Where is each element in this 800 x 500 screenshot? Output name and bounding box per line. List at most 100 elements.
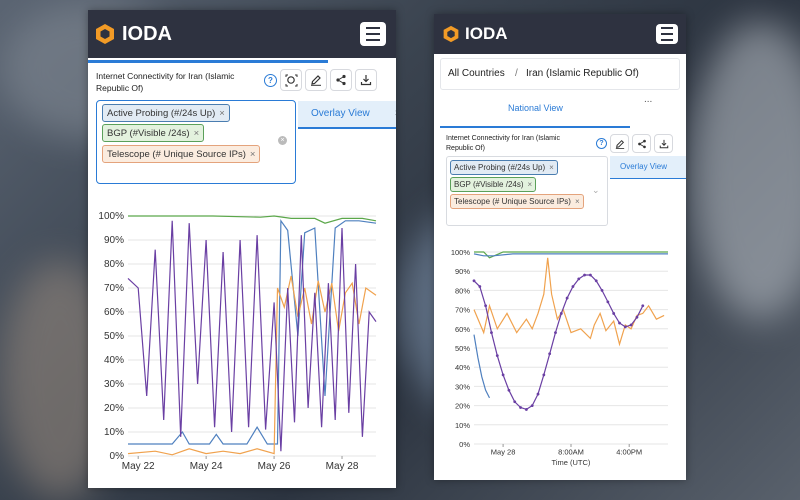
menu-icon <box>366 27 380 29</box>
series-line-darknet <box>127 220 377 452</box>
tag-label: Active Probing (#/24s Up) <box>107 107 216 119</box>
ioda-logo[interactable]: IODA <box>442 24 508 44</box>
connectivity-chart[interactable]: 100% 90% 80% 70% 60% 50% 40% 30% 20% 10% 0% May 28 8… <box>434 240 686 480</box>
tag-label: BGP (#Visible /24s) <box>107 127 190 139</box>
menu-button[interactable] <box>360 22 386 46</box>
connectivity-chart[interactable]: 100% 90% 80% 70% 60% 50% 40% 30% 20% 10% 0%May 22 M… <box>88 198 396 488</box>
y-tick-label: 0% <box>459 440 470 449</box>
data-point <box>519 406 522 409</box>
tab-national-view[interactable]: National View <box>440 96 630 128</box>
left-phone: IODA Internet Connectivity for Iran (Isl… <box>88 10 396 488</box>
data-point <box>629 323 633 327</box>
x-tick-label: May 28 <box>326 461 359 472</box>
tab-overlay-view[interactable]: Overlay View <box>610 156 686 179</box>
x-tick-label: May 22 <box>122 461 155 472</box>
help-icon[interactable]: ? <box>264 74 277 87</box>
data-point <box>623 325 627 329</box>
menu-button[interactable] <box>656 24 678 44</box>
progress-line <box>88 60 328 63</box>
data-point <box>583 273 586 277</box>
y-tick-label: 20% <box>104 403 124 414</box>
remove-tag-icon[interactable]: × <box>193 127 200 139</box>
remove-tag-icon[interactable]: × <box>249 148 256 160</box>
data-point <box>536 392 540 396</box>
breadcrumb-root[interactable]: All Countries <box>448 68 505 79</box>
series-selector[interactable]: Active Probing (#/24s Up) × BGP (#Visible… <box>96 100 296 184</box>
x-tick-label: May 24 <box>190 461 223 472</box>
remove-tag-icon[interactable]: × <box>549 163 554 172</box>
share-icon <box>336 74 346 86</box>
y-tick-label: 70% <box>104 283 124 294</box>
series-line-bgp <box>474 251 668 259</box>
tag-active-probing[interactable]: Active Probing (#/24s Up) × <box>102 104 230 122</box>
remove-tag-icon[interactable]: × <box>574 197 580 206</box>
remove-tag-icon[interactable]: × <box>219 107 225 119</box>
data-point <box>542 373 546 377</box>
data-point <box>594 279 598 283</box>
y-tick-label: 50% <box>455 344 470 353</box>
y-tick-label: 10% <box>455 421 470 430</box>
y-tick-label: 90% <box>455 267 470 276</box>
download-button[interactable] <box>355 69 377 91</box>
data-point <box>548 352 552 356</box>
x-tick-label: 8:00AM <box>558 448 584 457</box>
dropdown-chevron-icon[interactable]: ⌄ <box>592 185 600 195</box>
y-tick-label: 40% <box>455 363 470 372</box>
y-tick-label: 60% <box>455 325 470 334</box>
left-header: IODA <box>88 10 396 58</box>
tag-telescope[interactable]: Telescope (# Unique Source IPs) × <box>450 194 584 209</box>
data-point <box>554 331 557 335</box>
data-point <box>559 312 563 315</box>
clear-selection-icon[interactable]: × <box>278 136 287 145</box>
help-icon[interactable]: ? <box>596 138 607 149</box>
tag-active-probing[interactable]: Active Probing (#/24s Up) × <box>450 160 558 175</box>
share-button[interactable] <box>330 69 352 91</box>
y-tick-label: 30% <box>104 379 124 390</box>
data-point <box>490 331 493 335</box>
series-line-telescope <box>473 257 665 347</box>
data-point <box>565 296 569 300</box>
y-tick-label: 100% <box>98 211 124 222</box>
share-button[interactable] <box>632 134 651 153</box>
data-point <box>501 373 505 377</box>
series-line-active_probing <box>473 334 491 399</box>
breadcrumb-current: Iran (Islamic Republic Of) <box>526 68 639 79</box>
tab-label: Overlay View <box>620 162 667 171</box>
x-tick-label: May 26 <box>258 461 291 472</box>
ioda-logo-icon <box>443 25 459 43</box>
y-tick-label: 30% <box>455 382 470 391</box>
edit-button[interactable] <box>610 134 629 153</box>
tag-telescope[interactable]: Telescope (# Unique Source IPs) × <box>102 145 261 163</box>
chart-title: Internet Connectivity for Iran (Islamic … <box>446 135 560 152</box>
zoom-out-button[interactable] <box>280 69 302 91</box>
data-point <box>618 321 621 325</box>
y-tick-label: 0% <box>110 451 125 462</box>
pencil-icon <box>615 139 624 149</box>
series-selector[interactable]: Active Probing (#/24s Up) × BGP (#Visible… <box>446 156 608 226</box>
tab-label: Overlay View <box>311 108 370 119</box>
brand-name: IODA <box>465 24 508 43</box>
data-point <box>495 354 499 358</box>
tag-bgp[interactable]: BGP (#Visible /24s) × <box>102 124 205 142</box>
ioda-logo[interactable]: IODA <box>94 23 172 46</box>
tag-label: Active Probing (#/24s Up) <box>454 163 546 172</box>
edit-button[interactable] <box>305 69 327 91</box>
chart-title: Internet Connectivity for Iran (Islamic … <box>96 71 235 93</box>
chart-toolbar: Internet Connectivity for Iran (Islamic … <box>88 66 396 100</box>
series-line-telescope <box>127 275 377 456</box>
remove-tag-icon[interactable]: × <box>527 180 533 189</box>
tag-bgp[interactable]: BGP (#Visible /24s) × <box>450 177 537 192</box>
tab-overlay-view[interactable]: Overlay View S <box>298 101 396 129</box>
menu-icon <box>661 27 673 29</box>
tag-label: Telescope (# Unique Source IPs) <box>107 148 246 160</box>
download-button[interactable] <box>654 134 673 153</box>
data-point <box>530 404 534 407</box>
data-point <box>606 300 610 304</box>
y-tick-label: 60% <box>104 307 124 318</box>
data-point <box>472 279 476 283</box>
download-icon <box>659 139 668 148</box>
y-tick-label: 70% <box>455 306 470 315</box>
y-tick-label: 100% <box>451 248 471 257</box>
more-tabs-icon[interactable]: ... <box>644 94 653 105</box>
x-axis-label: Time (UTC) <box>552 458 591 467</box>
